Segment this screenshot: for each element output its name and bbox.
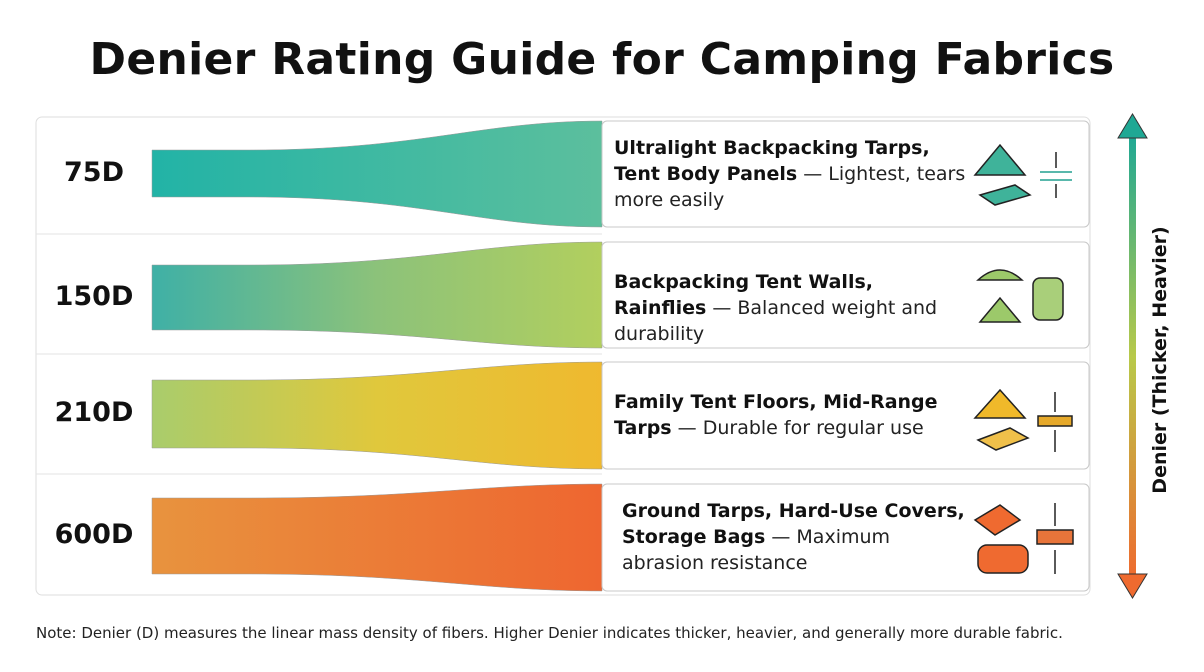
rating: 150D <box>54 281 134 312</box>
rating: 210D <box>54 397 134 428</box>
description: Family Tent Floors, Mid-Range Tarps — Du… <box>614 389 969 441</box>
axis-label: Denier (Thicker, Heavier) <box>1149 226 1171 494</box>
cards <box>601 120 1090 592</box>
description: Backpacking Tent Walls, Rainflies — Bala… <box>614 269 969 347</box>
fabric-ribbon <box>151 361 603 470</box>
fabric-ribbon <box>151 483 603 592</box>
use: Ground Tarps, Hard-Use Covers, Storage B… <box>622 500 965 548</box>
use: Ultralight Backpacking Tarps, Tent Body … <box>614 137 930 185</box>
detail: — Durable for regular use <box>677 417 924 439</box>
icons <box>973 143 1074 574</box>
detail: — Lightest, tears more easily <box>614 163 966 211</box>
fabric-ribbon <box>151 120 603 228</box>
title: Denier Rating Guide for Camping Fabrics <box>89 34 1115 85</box>
use: Family Tent Floors, Mid-Range Tarps <box>614 391 938 439</box>
detail: — Balanced weight and durability <box>614 297 938 345</box>
panel <box>35 116 1091 596</box>
detail: — Maximum abrasion resistance <box>622 526 891 574</box>
denier-arrow <box>1117 113 1148 599</box>
row-dividers <box>36 233 602 475</box>
rating: 75D <box>64 157 124 188</box>
fabric-ribbon <box>151 241 603 349</box>
description: Ground Tarps, Hard-Use Covers, Storage B… <box>622 498 977 576</box>
note: Note: Denier (D) measures the linear mas… <box>36 624 1063 642</box>
rating: 600D <box>54 519 134 550</box>
description: Ultralight Backpacking Tarps, Tent Body … <box>614 135 969 213</box>
use: Backpacking Tent Walls, Rainflies <box>614 271 873 319</box>
